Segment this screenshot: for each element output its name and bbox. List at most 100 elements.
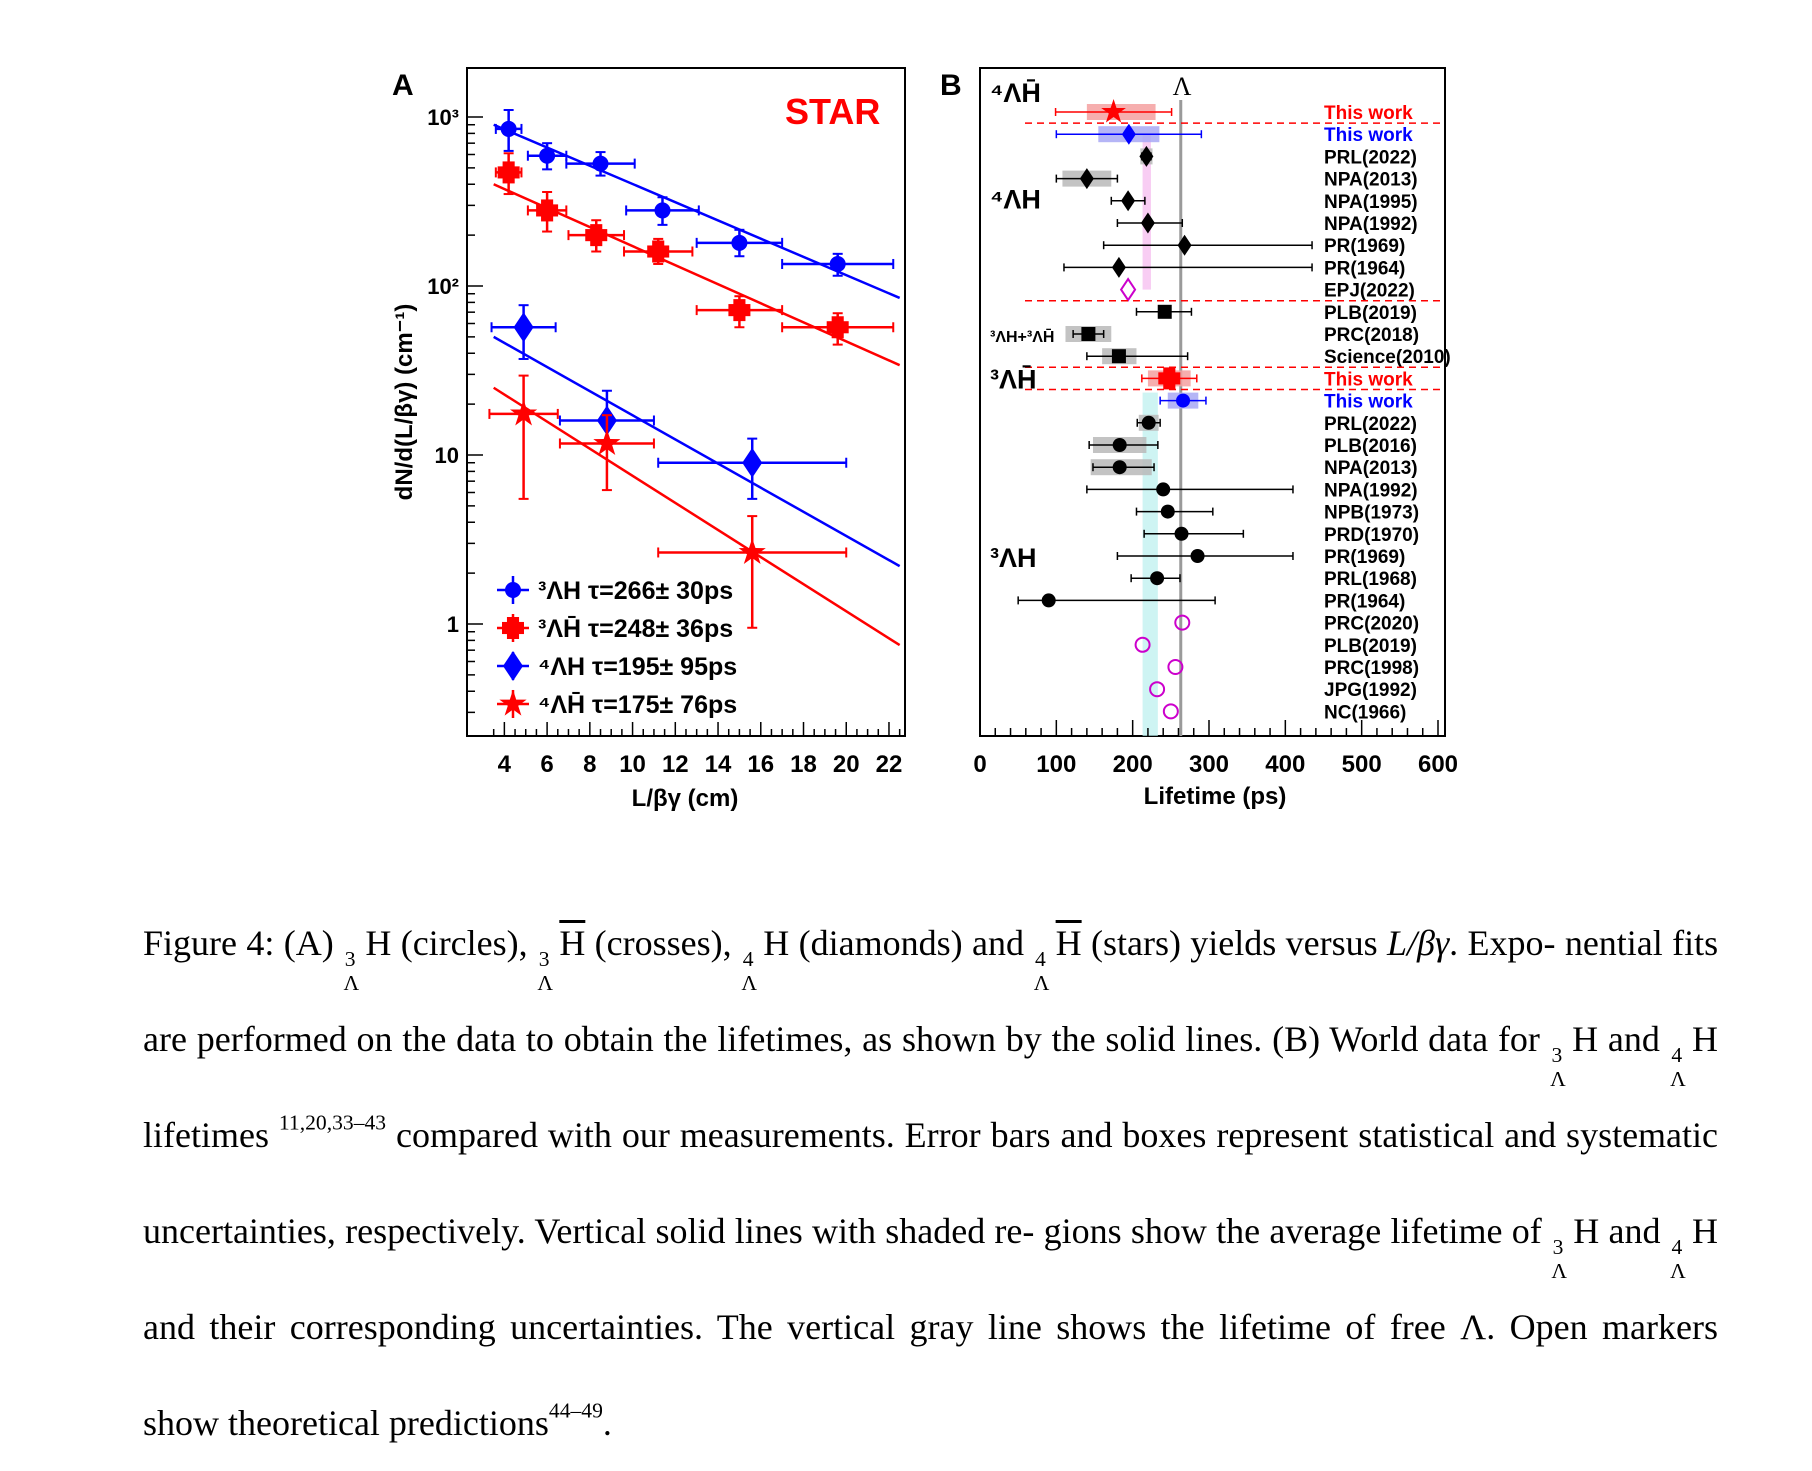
x-tick-label: 16	[747, 751, 774, 778]
row-marker-circle	[1141, 415, 1156, 430]
data-point	[526, 142, 568, 171]
row-marker-square	[1081, 327, 1096, 341]
caption-seg: (diamonds) and	[798, 923, 1024, 963]
row-marker-square-shape	[1111, 349, 1126, 364]
caption-seg: gions show the average lifetime of	[1043, 1211, 1542, 1251]
lifetime-row: PR(1969)	[1116, 547, 1405, 568]
data-point	[657, 515, 848, 629]
legend-label: ³ΛH τ=266± 30ps	[538, 577, 733, 605]
x-tick-label: 400	[1265, 751, 1305, 778]
lifetime-row: PRC(2020)	[1174, 614, 1419, 635]
lifetime-row: NPA(1992)	[1086, 480, 1418, 501]
row-marker-cross	[1158, 367, 1181, 390]
row-marker-circle-shape	[1041, 593, 1056, 608]
row-reference-label: EPJ(2022)	[1324, 281, 1415, 302]
legend-marker-diamond	[503, 651, 523, 681]
caption-seg: compared with our measurements. Error ba…	[396, 1115, 1207, 1155]
marker-circle-shape	[539, 147, 556, 164]
row-marker-open-circle-shape	[1134, 636, 1151, 653]
data-point	[695, 295, 784, 329]
lifetime-row: JPG(1992)	[1149, 680, 1417, 701]
x-tick-label: 0	[973, 751, 986, 778]
row-marker-square	[1111, 349, 1126, 364]
legend-marker-diamond-shape	[503, 651, 523, 681]
marker-cross	[826, 316, 849, 339]
row-marker-circle	[1174, 526, 1189, 541]
x-tick-label: 100	[1036, 751, 1076, 778]
data-point	[781, 312, 895, 346]
row-marker-square-shape	[1157, 304, 1172, 319]
lifetime-row: EPJ(2022)	[1119, 277, 1415, 302]
caption-ref: 44–49	[548, 1398, 603, 1423]
row-marker-diamond	[1177, 234, 1192, 256]
legend-entry: ³ΛH τ=266± 30ps	[497, 576, 733, 605]
marker-diamond	[742, 447, 763, 478]
caption-seg: and	[1607, 1019, 1660, 1059]
row-marker-circle	[1156, 482, 1171, 497]
row-marker-circle-shape	[1141, 415, 1156, 430]
panel-a-data-points	[488, 109, 895, 629]
group-label: ³ΛH	[990, 543, 1037, 573]
marker-cross	[585, 224, 608, 247]
legend-entry: ³ΛH̄ τ=248± 36ps	[497, 614, 733, 643]
marker-cross-shape-v	[590, 224, 603, 247]
data-point	[494, 109, 523, 152]
panel-a-x-axis: 4 6 8 10 12 14 16 18 20 22	[492, 722, 902, 778]
row-marker-diamond-shape	[1121, 190, 1136, 212]
panel-a-xlabel: L/βγ (cm)	[632, 785, 739, 812]
panel-a-fit-lines	[493, 123, 901, 647]
caption-seg: (A)	[283, 923, 334, 963]
row-reference-label: JPG(1992)	[1324, 680, 1417, 701]
caption-seg: (stars) yields versus	[1090, 923, 1378, 963]
marker-circle-shape	[829, 255, 846, 272]
row-marker-circle-shape	[1156, 482, 1171, 497]
lifetime-row: NPA(2013)	[1055, 168, 1418, 191]
legend-marker-cross	[502, 617, 524, 639]
marker-cross	[728, 299, 751, 322]
x-tick-label: 500	[1342, 751, 1382, 778]
legend-label: ³ΛH̄ τ=248± 36ps	[538, 614, 733, 643]
row-marker-circle	[1041, 593, 1056, 608]
row-marker-diamond	[1139, 145, 1154, 167]
row-marker-open-circle-shape	[1149, 681, 1166, 698]
caption-seg: (circles),	[400, 923, 528, 963]
x-tick-label: 18	[790, 751, 817, 778]
row-reference-label: PLB(2016)	[1324, 436, 1417, 457]
caption-seg: and	[1608, 1211, 1661, 1251]
data-point	[494, 152, 523, 196]
lifetime-row: PLB(2019)	[1135, 303, 1417, 324]
lifetime-row: NPB(1973)	[1135, 503, 1419, 524]
row-marker-diamond	[1111, 256, 1126, 278]
lambda-label: Λ	[1173, 72, 1192, 101]
lifetime-row: PRL(1968)	[1130, 569, 1417, 590]
fit-line-series-2	[493, 335, 901, 568]
row-reference-label: PRL(2022)	[1324, 414, 1417, 435]
marker-circle	[592, 155, 609, 172]
row-reference-label: This work	[1324, 103, 1413, 124]
row-marker-circle	[1112, 438, 1127, 452]
marker-circle-shape	[731, 234, 748, 251]
row-reference-label: NPA(1992)	[1324, 214, 1418, 235]
panel-b-xlabel: Lifetime (ps)	[1144, 783, 1287, 810]
group-label: ⁴ΛH	[990, 185, 1041, 215]
row-reference-label: PRC(2020)	[1324, 614, 1419, 635]
row-marker-open-circle	[1174, 614, 1191, 631]
y-tick-label: 1	[447, 612, 459, 637]
data-point	[695, 228, 784, 258]
row-marker-diamond	[1079, 168, 1094, 190]
row-marker-circle	[1160, 504, 1175, 519]
caption-seg: (crosses),	[594, 923, 732, 963]
row-marker-diamond-shape	[1111, 256, 1126, 278]
caption-seg: .	[602, 1403, 612, 1443]
row-reference-label: NC(1966)	[1324, 702, 1406, 723]
row-marker-diamond	[1121, 123, 1136, 145]
legend-marker-star-shape	[499, 689, 527, 716]
lifetime-row: Science(2010)	[1086, 347, 1451, 368]
data-point	[567, 219, 626, 253]
x-tick-label: 14	[705, 751, 732, 778]
